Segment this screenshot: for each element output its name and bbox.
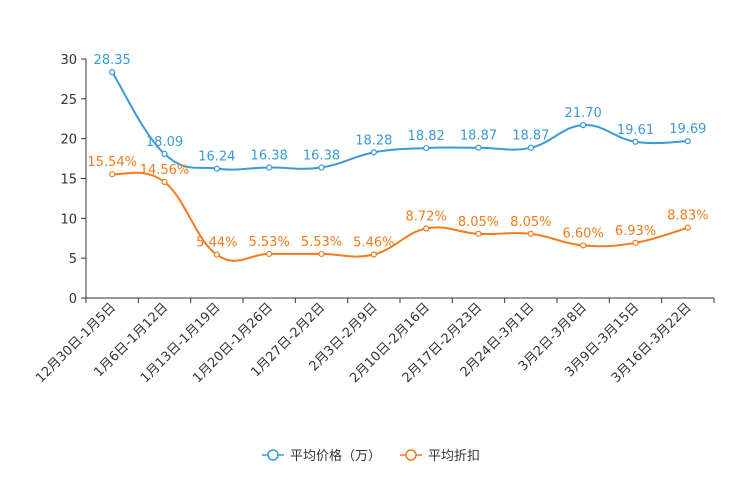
axes (85, 59, 714, 299)
data-label: 5.53% (249, 235, 290, 250)
data-point[interactable] (527, 230, 534, 237)
data-label: 18.87 (512, 129, 549, 144)
data-label: 8.72% (406, 210, 447, 225)
data-point[interactable] (423, 225, 430, 232)
data-label: 5.44% (196, 236, 237, 251)
legend[interactable]: 平均价格（万） 平均折扣 (262, 448, 480, 464)
y-tick-label: 25 (60, 93, 77, 108)
legend-item-1[interactable]: 平均折扣 (400, 449, 480, 464)
data-label: 16.38 (251, 149, 288, 164)
y-tick-label: 15 (60, 173, 77, 188)
data-label: 8.05% (458, 215, 499, 230)
data-label: 8.83% (667, 209, 708, 224)
legend-item-0[interactable]: 平均价格（万） (262, 448, 381, 464)
data-point[interactable] (161, 150, 168, 157)
data-point[interactable] (266, 250, 273, 258)
legend-marker-icon (267, 449, 279, 461)
data-point[interactable] (109, 171, 116, 178)
data-label: 19.69 (669, 122, 706, 137)
data-point[interactable] (475, 230, 482, 237)
data-label: 6.93% (615, 224, 656, 239)
data-point[interactable] (684, 138, 691, 145)
data-label: 16.24 (198, 150, 235, 165)
data-point[interactable] (632, 138, 639, 145)
data-point[interactable] (109, 69, 116, 76)
data-label: 5.53% (301, 235, 342, 250)
data-point[interactable] (527, 144, 534, 151)
data-labels: 28.35 18.09 16.24 16.38 16.38 18.28 18.82 18.87… (87, 53, 708, 251)
data-point[interactable] (684, 224, 691, 231)
data-label: 14.56% (140, 163, 190, 178)
data-point[interactable] (423, 144, 430, 152)
data-point[interactable] (213, 251, 220, 258)
data-label: 21.70 (565, 106, 602, 121)
data-point[interactable] (161, 178, 168, 186)
data-point[interactable] (475, 144, 482, 151)
data-point[interactable] (580, 242, 587, 249)
legend-label: 平均折扣 (428, 449, 480, 464)
data-label: 19.61 (617, 123, 654, 138)
y-tick-label: 10 (60, 212, 77, 227)
y-tick-label: 30 (60, 53, 77, 68)
data-point[interactable] (370, 149, 377, 156)
series-layer (109, 69, 691, 262)
legend-label: 平均价格（万） (290, 448, 381, 464)
y-axis-ticks: 0 5 10 15 20 25 30 (60, 53, 86, 307)
data-label: 5.46% (353, 236, 394, 251)
data-point[interactable] (213, 165, 220, 172)
data-point[interactable] (632, 239, 639, 246)
data-label: 8.05% (510, 215, 551, 230)
data-point[interactable] (318, 164, 325, 171)
data-label: 28.35 (94, 53, 131, 68)
data-point[interactable] (370, 251, 377, 258)
data-label: 18.09 (146, 135, 183, 150)
y-tick-label: 5 (69, 252, 77, 267)
data-point[interactable] (266, 164, 273, 171)
y-tick-label: 20 (60, 133, 77, 148)
y-tick-label: 0 (69, 292, 77, 307)
legend-marker-icon (405, 449, 417, 461)
data-point[interactable] (318, 250, 325, 258)
data-label: 18.82 (408, 129, 445, 144)
data-point[interactable] (580, 122, 587, 129)
data-label: 16.38 (303, 149, 340, 164)
data-label: 15.54% (87, 155, 137, 170)
x-axis-ticks: 12月30日-1月5日1月6日-1月12日1月13日-1月19日1月20日-1月… (33, 298, 715, 386)
data-label: 18.28 (355, 133, 392, 148)
data-label: 18.87 (460, 129, 497, 144)
data-label: 6.60% (563, 226, 604, 241)
